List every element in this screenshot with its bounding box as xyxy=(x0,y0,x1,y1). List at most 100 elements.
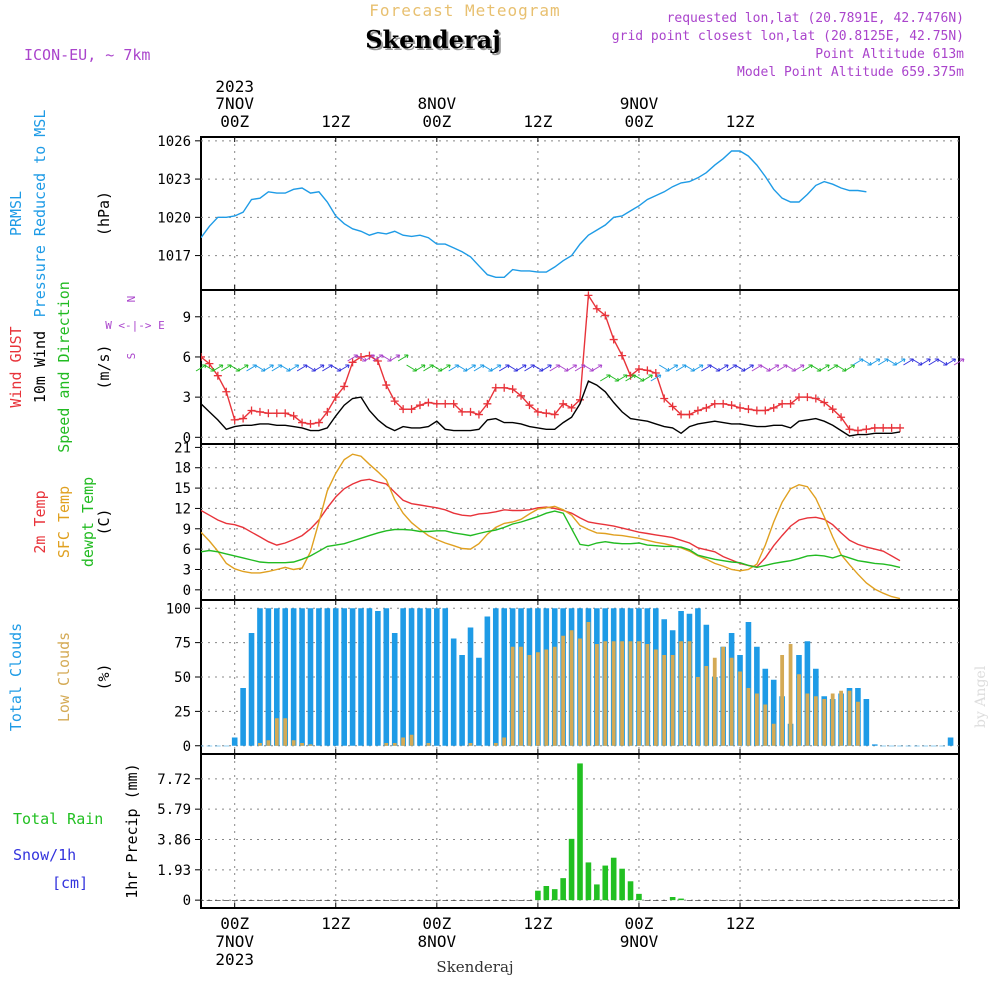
low-cloud-bar xyxy=(426,743,431,746)
bottom-day-label: 9NOV xyxy=(620,932,659,951)
y-tick-label: 7.72 xyxy=(157,772,191,788)
wind-direction-arrow xyxy=(237,364,249,372)
y-tick-label: 1017 xyxy=(157,249,191,265)
low-cloud-bar xyxy=(754,693,759,746)
gust-point xyxy=(205,359,214,368)
rain-bar xyxy=(560,878,566,901)
total-cloud-bar xyxy=(417,608,423,746)
low-cloud-bar xyxy=(628,641,633,746)
rain-bar xyxy=(888,900,895,901)
gust-point xyxy=(525,401,534,410)
rain-bar xyxy=(711,900,718,901)
gust-point xyxy=(230,415,239,424)
y-tick-label: 6 xyxy=(183,542,191,558)
gust-point xyxy=(255,407,264,416)
gust-point xyxy=(306,419,315,428)
total-cloud-bar xyxy=(375,611,381,746)
bottom-hour-label: 12Z xyxy=(523,914,552,933)
precip-plot-area xyxy=(201,763,954,901)
clouds-panel: 0 25 50 75 100 (%) Total Clouds Low Clouds xyxy=(7,599,960,755)
total-cloud-bar xyxy=(939,745,945,747)
total-cloud-bar xyxy=(307,608,314,746)
low-cloud-bar xyxy=(712,657,717,746)
total-cloud-bar xyxy=(450,638,457,746)
rain-bar xyxy=(231,900,238,901)
requested-coords: requested lon,lat (20.7891E, 42.7476N) xyxy=(667,11,964,26)
gust-point xyxy=(222,387,231,396)
low-cloud-bar xyxy=(409,734,414,746)
wind-direction-arrow xyxy=(650,374,662,382)
rain-bar xyxy=(863,900,870,901)
gust-point xyxy=(601,311,610,320)
gust-point xyxy=(651,369,660,378)
rain-bar xyxy=(745,900,752,901)
rain-bar xyxy=(417,900,423,901)
temperature-left-label-1: SFC Temp xyxy=(55,486,73,558)
rain-bar xyxy=(316,900,322,901)
wind-direction-arrow xyxy=(288,364,300,372)
y-tick-label: 9 xyxy=(183,522,191,538)
gust-point xyxy=(820,398,829,407)
gust-point xyxy=(281,409,290,418)
total-cloud-bar xyxy=(914,745,920,747)
wind-direction-arrow xyxy=(734,364,746,372)
rain-bar xyxy=(585,862,592,901)
low-cloud-bar xyxy=(510,646,515,746)
low-cloud-bar xyxy=(704,666,709,746)
gust-point xyxy=(441,399,450,408)
wind-direction-arrow xyxy=(431,364,443,372)
rain-bar xyxy=(332,900,339,901)
y-tick-label: 9 xyxy=(183,310,191,326)
gust-point xyxy=(828,405,837,414)
low-cloud-bar xyxy=(738,671,742,746)
rain-bar xyxy=(939,900,945,901)
wind-direction-arrow xyxy=(330,364,342,372)
y-tick-label: 1.93 xyxy=(157,863,191,879)
location-title: Skenderaj xyxy=(365,25,501,54)
rain-bar xyxy=(274,900,280,901)
wind-direction-arrow xyxy=(852,358,864,366)
gust-point xyxy=(567,403,576,412)
total-cloud-bar xyxy=(484,616,491,746)
y-tick-label: 5.79 xyxy=(157,802,191,818)
wind-direction-arrow xyxy=(397,354,409,362)
wind-direction-arrow xyxy=(692,364,704,372)
pressure-left-label-0: PRMSL xyxy=(7,191,25,236)
credit-label: by Angel xyxy=(973,665,989,728)
low-cloud-bar xyxy=(392,743,397,746)
dewpt-temp-line xyxy=(201,510,901,569)
compass-south: S xyxy=(125,353,138,360)
wind-direction-arrow xyxy=(600,374,611,382)
wind-direction-arrow xyxy=(844,364,855,372)
rain-bar xyxy=(720,900,726,901)
rain-bar xyxy=(324,900,331,901)
total-cloud-bar xyxy=(316,608,322,746)
temperature-panel: 0 3 6 9 12 15 18 21 (C) 2m Temp SFC Temp dewpt Temp xyxy=(31,440,960,601)
rain-bar xyxy=(813,900,819,901)
precip-panel: 0 1.93 3.86 5.79 7.72 1hr Precip (mm) Total Ra… xyxy=(13,753,960,909)
total-cloud-bar xyxy=(349,608,356,746)
gust-point xyxy=(533,407,542,416)
pressure-plot-area xyxy=(201,150,867,278)
low-cloud-bar xyxy=(696,677,700,746)
rain-bar xyxy=(947,900,954,901)
wind-direction-arrow xyxy=(835,364,847,372)
rain-bar xyxy=(408,900,415,901)
gust-point xyxy=(424,398,433,407)
total-cloud-bar xyxy=(492,608,499,746)
total-cloud-bar xyxy=(434,608,440,746)
gust-point xyxy=(761,406,770,415)
total-cloud-bar xyxy=(408,608,415,746)
brand-title: Forecast Meteogram xyxy=(369,1,560,20)
rain-bar xyxy=(703,900,710,901)
rain-bar xyxy=(754,900,760,901)
model-label: ICON-EU, ~ 7km xyxy=(24,46,150,64)
bottom-hour-label: 00Z xyxy=(422,914,451,933)
wind-direction-arrow xyxy=(305,364,316,372)
rain-bar xyxy=(871,900,878,901)
bottom-hour-label: 12Z xyxy=(321,914,350,933)
low-cloud-bar xyxy=(830,693,835,746)
gust-point xyxy=(685,410,694,419)
low-cloud-bar xyxy=(847,690,852,746)
